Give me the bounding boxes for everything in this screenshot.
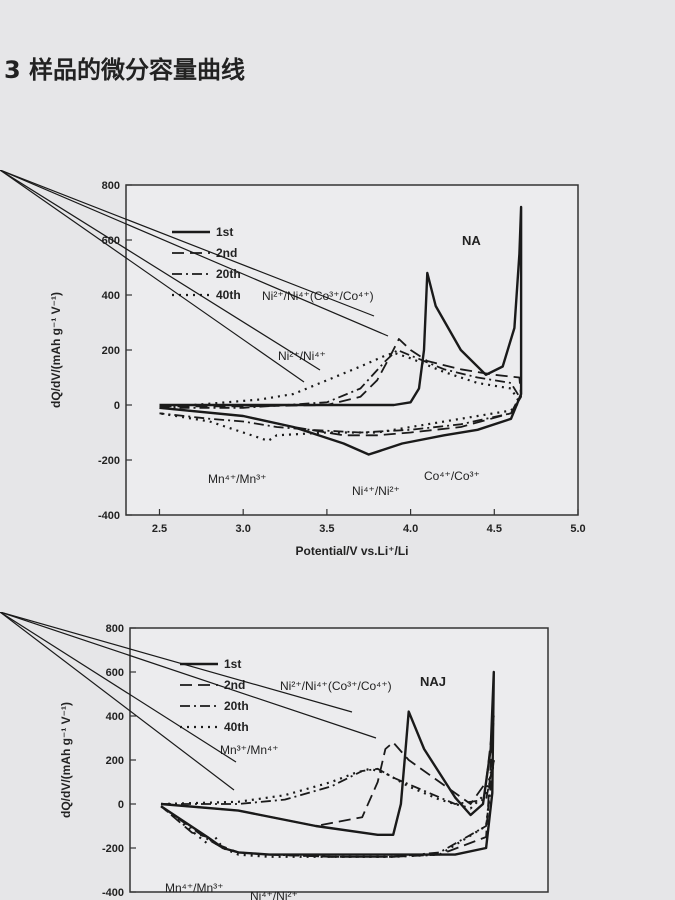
y-tick-label: 600 <box>106 667 124 679</box>
y-axis-label: dQ/dV/(mAh g⁻¹ V⁻¹) <box>59 702 73 818</box>
plot-frame <box>129 627 549 893</box>
y-tick-label: 200 <box>102 345 120 357</box>
annotation-arrow <box>0 170 389 337</box>
annotation-label: Mn⁴⁺/Mn³⁺ <box>165 881 224 895</box>
annotation-arrow <box>0 170 305 383</box>
x-tick-label: 3.0 <box>236 523 251 535</box>
annotation-arrow <box>0 170 375 317</box>
annotation-label: Ni²⁺/Ni⁴⁺(Co³⁺/Co⁴⁺) <box>262 289 374 303</box>
chart-na: 800 600 400 200 0 -200 -400 2.5 3.0 3.5 4.0 4.5 5.0 P… <box>0 170 586 558</box>
annotation-label: Ni⁴⁺/Ni²⁺ <box>250 889 298 900</box>
plot-frame <box>125 184 579 516</box>
series-line-1st <box>159 205 523 456</box>
annotation-label: Ni²⁺/Ni⁴⁺ <box>278 349 326 363</box>
annotation-label: Mn³⁺/Mn⁴⁺ <box>220 743 279 757</box>
legend-label: 1st <box>216 225 233 239</box>
y-tick-label: 0 <box>118 799 124 811</box>
legend-label: 2nd <box>224 678 245 692</box>
y-tick-label: -200 <box>102 843 124 855</box>
annotation-label: Mn⁴⁺/Mn³⁺ <box>208 472 267 486</box>
x-tick-label: 3.5 <box>319 523 334 535</box>
annotation-arrow <box>0 612 377 739</box>
annotation-arrow <box>0 612 353 713</box>
x-axis-label: Potential/V vs.Li⁺/Li <box>295 544 408 558</box>
y-tick-label: 0 <box>114 400 120 412</box>
x-tick-label: 4.5 <box>487 523 502 535</box>
series-line-2nd <box>159 338 522 437</box>
x-tick-label: 4.0 <box>403 523 418 535</box>
y-tick-label: -400 <box>98 510 120 522</box>
annotation-arrow <box>0 612 235 791</box>
series-line-20th <box>159 349 521 434</box>
y-tick-label: 400 <box>106 711 124 723</box>
y-tick-label: 800 <box>106 623 124 635</box>
y-axis-label: dQ/dV/(mAh g⁻¹ V⁻¹) <box>49 292 63 408</box>
section-title: 3 样品的微分容量曲线 <box>4 56 246 84</box>
annotation-arrow <box>0 170 321 371</box>
legend-label: 1st <box>224 657 241 671</box>
x-tick-label: 2.5 <box>152 523 167 535</box>
annotation-label: Co⁴⁺/Co³⁺ <box>424 469 480 483</box>
y-tick-label: 400 <box>102 290 120 302</box>
legend-label: 20th <box>224 699 249 713</box>
panel-label: NAJ <box>420 674 446 689</box>
annotation-arrow <box>0 612 237 763</box>
chart-naj: 800 600 400 200 0 -200 -400 dQ/dV/(mAh g⁻¹ V⁻¹)… <box>0 612 549 900</box>
y-tick-label: -400 <box>102 887 124 899</box>
y-tick-label: -200 <box>98 455 120 467</box>
y-tick-label: 800 <box>102 180 120 192</box>
y-tick-label: 600 <box>102 235 120 247</box>
legend-label: 20th <box>216 267 241 281</box>
y-tick-label: 200 <box>106 755 124 767</box>
annotation-label: Ni⁴⁺/Ni²⁺ <box>352 484 400 498</box>
annotation-label: Ni²⁺/Ni⁴⁺(Co³⁺/Co⁴⁺) <box>280 679 392 693</box>
series-line-40th <box>160 758 495 858</box>
series-line-20th <box>160 759 495 858</box>
legend-label: 40th <box>224 720 249 734</box>
legend-label: 40th <box>216 288 241 302</box>
series-line-2nd <box>160 715 495 858</box>
panel-label: NA <box>462 233 481 248</box>
x-tick-label: 5.0 <box>570 523 585 535</box>
